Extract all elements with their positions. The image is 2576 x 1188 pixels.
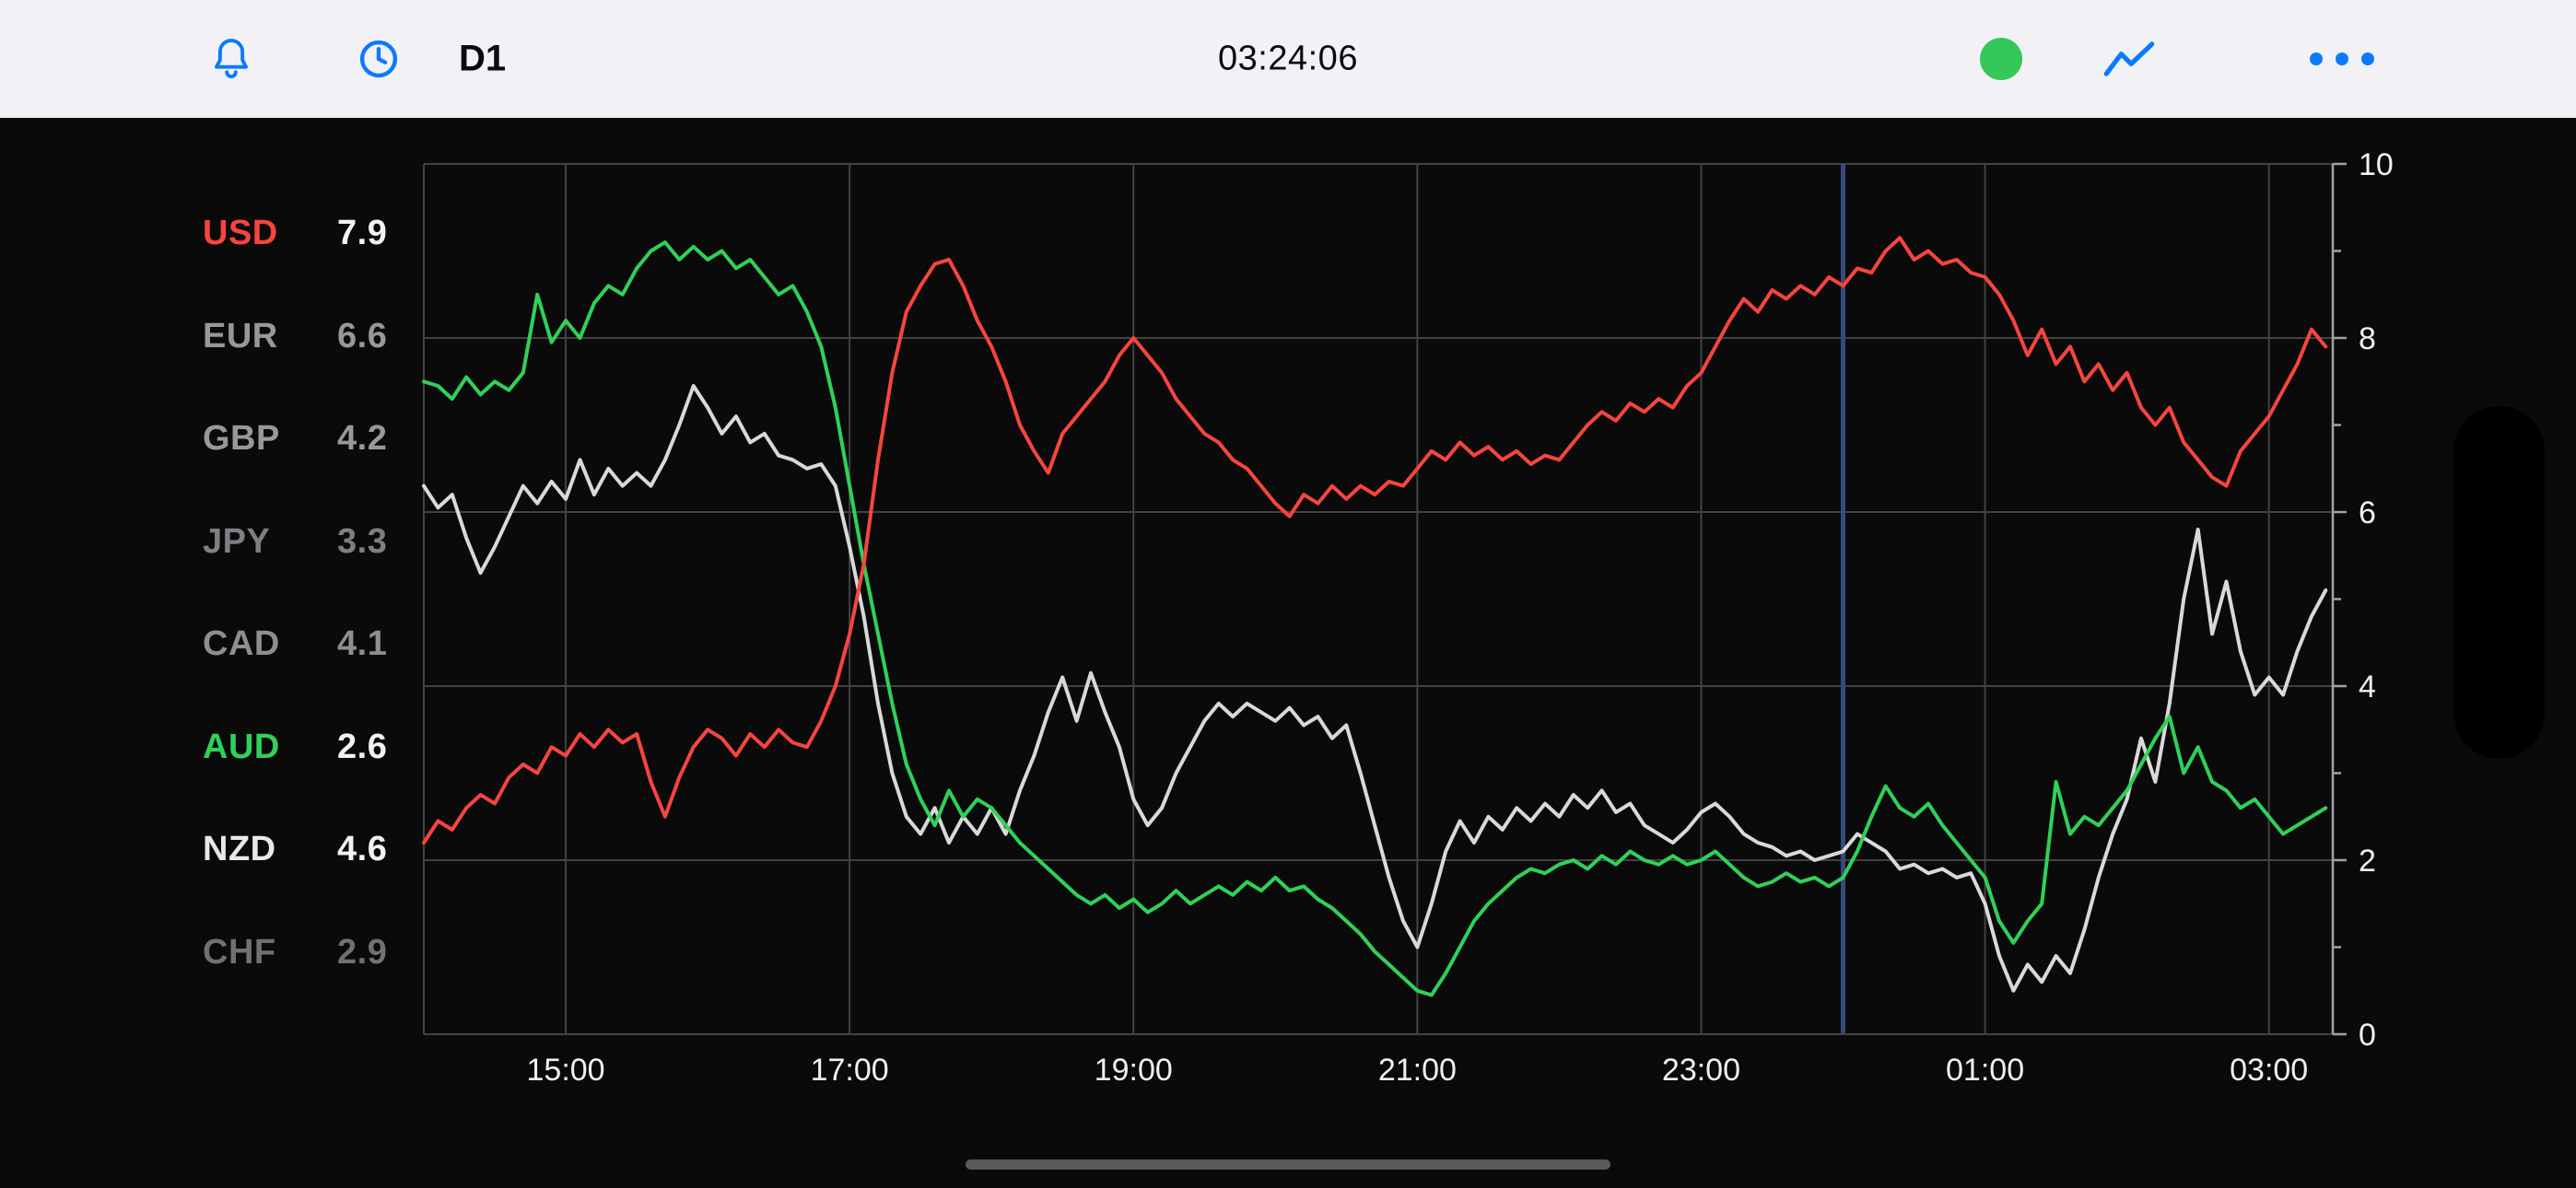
y-tick-label: 6 (2359, 495, 2376, 530)
legend-row-cad[interactable]: CAD 4.1 (203, 593, 387, 696)
legend-row-nzd[interactable]: NZD 4.6 (203, 798, 387, 902)
currency-value: 7.9 (337, 214, 388, 253)
currency-value: 2.9 (337, 932, 388, 972)
currency-value: 2.6 (337, 727, 388, 766)
bell-icon[interactable] (207, 35, 255, 83)
series-line-nzd (422, 384, 2328, 993)
legend-row-aud[interactable]: AUD 2.6 (203, 696, 387, 799)
currency-code: GBP (203, 419, 280, 459)
currency-value: 4.1 (337, 624, 388, 664)
y-tick-label: 8 (2359, 321, 2376, 356)
series-line-usd (422, 236, 2328, 845)
currency-code: CHF (203, 932, 276, 972)
bell-icon-glyph (215, 39, 248, 78)
currency-value: 3.3 (337, 521, 388, 561)
more-dot (2310, 52, 2323, 65)
history-clock-icon[interactable] (356, 36, 402, 82)
legend-row-gbp[interactable]: GBP 4.2 (203, 388, 387, 491)
x-tick-label: 17:00 (811, 1053, 889, 1088)
x-tick-label: 15:00 (527, 1053, 605, 1088)
line-chart-icon-glyph (2103, 41, 2155, 76)
currency-code: JPY (203, 521, 271, 561)
y-tick-label: 0 (2359, 1018, 2376, 1053)
more-dot (2361, 52, 2374, 65)
currency-code: CAD (203, 624, 280, 664)
currency-value: 4.6 (337, 830, 388, 869)
series-line-aud (422, 240, 2328, 997)
currency-value: 4.2 (337, 419, 388, 459)
x-tick-label: 03:00 (2230, 1053, 2308, 1088)
dynamic-island (2453, 406, 2545, 759)
timeframe-button[interactable]: D1 (459, 38, 507, 79)
legend-row-usd[interactable]: USD 7.9 (203, 182, 387, 285)
toolbar: 03:24:06 D1 (0, 0, 2576, 118)
y-tick-label: 4 (2359, 670, 2376, 705)
x-tick-label: 23:00 (1662, 1053, 1740, 1088)
more-dot (2336, 52, 2348, 65)
x-tick-label: 01:00 (1946, 1053, 2024, 1088)
clock-icon-glyph (359, 40, 398, 78)
currency-code: EUR (203, 316, 278, 355)
legend: USD 7.9 EUR 6.6 GBP 4.2 JPY 3.3 CAD 4.1 AUD 2.6 NZD 4… (203, 182, 387, 1004)
currency-code: AUD (203, 727, 280, 766)
currency-code: NZD (203, 830, 276, 869)
legend-row-chf[interactable]: CHF 2.9 (203, 902, 387, 1005)
more-icon[interactable] (2305, 38, 2379, 80)
y-tick-label: 10 (2359, 147, 2394, 182)
legend-row-eur[interactable]: EUR 6.6 (203, 285, 387, 389)
currency-code: USD (203, 214, 278, 253)
y-tick-label: 2 (2359, 844, 2376, 879)
status-dot (1980, 38, 2022, 80)
x-tick-label: 19:00 (1095, 1053, 1173, 1088)
home-indicator[interactable] (966, 1159, 1610, 1170)
x-tick-label: 21:00 (1378, 1053, 1457, 1088)
line-chart-icon[interactable] (2103, 39, 2155, 79)
legend-row-jpy[interactable]: JPY 3.3 (203, 491, 387, 594)
currency-value: 6.6 (337, 316, 388, 355)
